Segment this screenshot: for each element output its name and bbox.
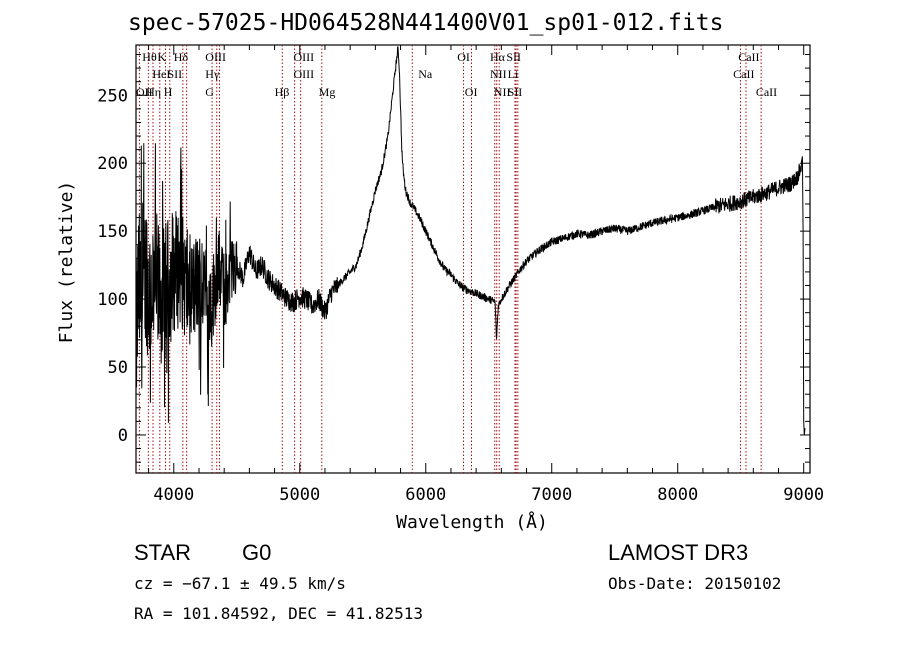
line-label-g: G bbox=[205, 85, 214, 99]
y-tick-label: 250 bbox=[97, 86, 128, 106]
y-tick-label: 50 bbox=[108, 358, 128, 378]
x-tick-label: 6000 bbox=[405, 485, 446, 505]
object-subclass: G0 bbox=[242, 540, 272, 565]
line-label-hη: Hη bbox=[146, 85, 161, 99]
line-label-nii: NII bbox=[494, 85, 511, 99]
y-tick-label: 150 bbox=[97, 222, 128, 242]
line-label-oiii: OIII bbox=[293, 50, 314, 64]
x-axis-label: Wavelength (Å) bbox=[396, 511, 548, 533]
obs-date: Obs-Date: 20150102 bbox=[608, 574, 782, 593]
line-label-oii: OII bbox=[136, 85, 153, 99]
x-axis-ticks: 4000 5000 6000 7000 8000 9000 bbox=[148, 45, 824, 505]
line-label-hθ: Hθ bbox=[142, 50, 157, 64]
x-tick-label: 5000 bbox=[279, 485, 320, 505]
line-label-k: K bbox=[157, 50, 166, 64]
line-label-oiii: OIII bbox=[205, 50, 226, 64]
line-label-oiii: OIII bbox=[293, 67, 314, 81]
ra-dec: RA = 101.84592, DEC = 41.82513 bbox=[134, 604, 423, 623]
object-class: STAR bbox=[134, 540, 192, 565]
x-tick-label: 9000 bbox=[783, 485, 824, 505]
line-label-hδ: Hδ bbox=[174, 50, 189, 64]
line-label-caii: CaII bbox=[756, 85, 777, 99]
line-label-na: Na bbox=[418, 67, 433, 81]
survey-name: LAMOST DR3 bbox=[608, 540, 749, 565]
line-label-h: H bbox=[164, 85, 173, 99]
x-tick-label: 8000 bbox=[657, 485, 698, 505]
line-label-oi: OI bbox=[465, 85, 478, 99]
y-axis-ticks: 0 50 100 150 200 250 bbox=[97, 54, 810, 463]
line-label-hγ: Hγ bbox=[205, 67, 220, 81]
cz-value: cz = −67.1 ± 49.5 km/s bbox=[134, 574, 346, 593]
line-label-sii: SII bbox=[508, 85, 523, 99]
line-label-hei: HeI bbox=[152, 67, 170, 81]
y-tick-label: 200 bbox=[97, 154, 128, 174]
line-label-hβ: Hβ bbox=[275, 85, 290, 99]
y-tick-label: 0 bbox=[118, 426, 128, 446]
x-tick-label: 4000 bbox=[153, 485, 194, 505]
flux-series-line bbox=[135, 46, 806, 436]
line-label-li: Li bbox=[508, 67, 519, 81]
line-label-caii: CaII bbox=[733, 67, 754, 81]
chart-title: spec-57025-HD064528N441400V01_sp01-012.f… bbox=[128, 10, 724, 36]
y-tick-label: 100 bbox=[97, 290, 128, 310]
line-label-mg: Mg bbox=[319, 85, 336, 99]
y-axis-label: Flux (relative) bbox=[56, 181, 77, 344]
x-tick-label: 7000 bbox=[531, 485, 572, 505]
line-label-nii: NII bbox=[490, 67, 507, 81]
line-label-hα: Hα bbox=[490, 50, 506, 64]
line-label-caii: CaII bbox=[738, 50, 759, 64]
line-label-oi: OI bbox=[457, 50, 470, 64]
line-label-sii: SII bbox=[506, 50, 521, 64]
line-label-sii: SII bbox=[167, 67, 182, 81]
